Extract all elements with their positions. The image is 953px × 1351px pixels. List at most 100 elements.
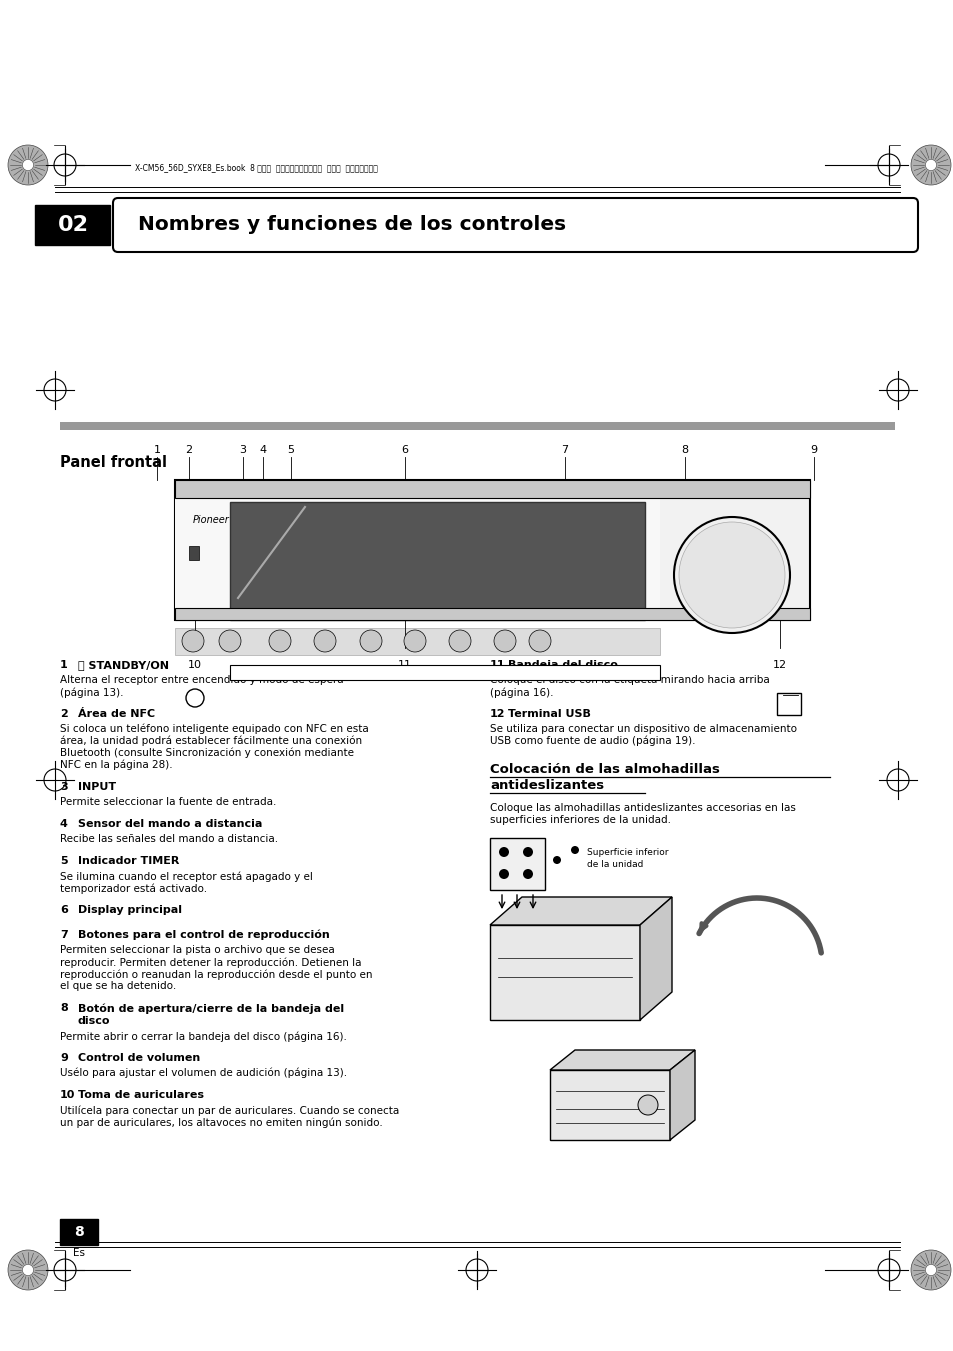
Circle shape — [910, 145, 950, 185]
Circle shape — [186, 689, 204, 707]
Text: el que se ha detenido.: el que se ha detenido. — [60, 981, 176, 992]
Circle shape — [553, 857, 560, 865]
Circle shape — [314, 630, 335, 653]
Bar — [230, 503, 644, 620]
Text: 1: 1 — [153, 444, 160, 455]
Circle shape — [494, 630, 516, 653]
Bar — [174, 480, 809, 620]
Text: 9: 9 — [810, 444, 817, 455]
Circle shape — [449, 630, 471, 653]
Polygon shape — [669, 1050, 695, 1140]
Text: Sensor del mando a distancia: Sensor del mando a distancia — [78, 819, 262, 830]
Circle shape — [673, 517, 789, 634]
Text: Control de volumen: Control de volumen — [78, 1052, 200, 1063]
Text: ⓘ STANDBY/ON: ⓘ STANDBY/ON — [78, 661, 169, 670]
Text: un par de auriculares, los altavoces no emiten ningún sonido.: un par de auriculares, los altavoces no … — [60, 1117, 382, 1128]
Circle shape — [522, 847, 533, 857]
Bar — [490, 925, 639, 1020]
Text: 4: 4 — [259, 444, 266, 455]
Text: Coloque las almohadillas antideslizantes accesorias en las: Coloque las almohadillas antideslizantes… — [490, 802, 795, 813]
Text: 11: 11 — [490, 661, 505, 670]
Polygon shape — [550, 1050, 695, 1070]
Circle shape — [498, 869, 509, 880]
Text: 11: 11 — [397, 661, 412, 670]
Circle shape — [571, 846, 578, 854]
Bar — [174, 480, 809, 499]
Text: 9: 9 — [60, 1052, 68, 1063]
Circle shape — [219, 630, 241, 653]
Circle shape — [22, 159, 33, 170]
Bar — [60, 1219, 98, 1246]
Text: área, la unidad podrá establecer fácilmente una conexión: área, la unidad podrá establecer fácilme… — [60, 736, 362, 747]
FancyBboxPatch shape — [112, 199, 917, 253]
Bar — [776, 693, 801, 715]
Circle shape — [359, 630, 381, 653]
Text: 2: 2 — [60, 709, 68, 719]
Text: Es: Es — [73, 1248, 85, 1258]
Bar — [230, 665, 659, 680]
Text: 8: 8 — [60, 1002, 68, 1013]
Text: (página 13).: (página 13). — [60, 688, 123, 697]
Bar — [550, 1070, 669, 1140]
Bar — [174, 499, 659, 620]
Text: Se utiliza para conectar un dispositivo de almacenamiento: Se utiliza para conectar un dispositivo … — [490, 724, 796, 734]
Bar — [174, 628, 659, 655]
Text: 7: 7 — [60, 929, 68, 940]
Bar — [189, 546, 199, 561]
Text: Alterna el receptor entre encendido y modo de espera: Alterna el receptor entre encendido y mo… — [60, 676, 343, 685]
Text: reproducir. Permiten detener la reproducción. Detienen la: reproducir. Permiten detener la reproduc… — [60, 957, 361, 967]
Text: reproducción o reanudan la reproducción desde el punto en: reproducción o reanudan la reproducción … — [60, 969, 372, 979]
Text: Botones para el control de reproducción: Botones para el control de reproducción — [78, 929, 330, 940]
Text: 3: 3 — [239, 444, 246, 455]
Bar — [490, 838, 544, 890]
Text: 2: 2 — [185, 444, 193, 455]
Circle shape — [529, 630, 551, 653]
Text: Bluetooth (consulte Sincronización y conexión mediante: Bluetooth (consulte Sincronización y con… — [60, 748, 354, 758]
Text: 8: 8 — [74, 1225, 84, 1239]
Text: NFC en la página 28).: NFC en la página 28). — [60, 761, 172, 770]
Circle shape — [403, 630, 426, 653]
Text: Área de NFC: Área de NFC — [78, 709, 155, 719]
Circle shape — [522, 869, 533, 880]
Text: 1: 1 — [60, 661, 68, 670]
Text: Permiten seleccionar la pista o archivo que se desea: Permiten seleccionar la pista o archivo … — [60, 944, 335, 955]
Text: 6: 6 — [60, 905, 68, 915]
Text: Toma de auriculares: Toma de auriculares — [78, 1090, 204, 1100]
Text: (página 16).: (página 16). — [490, 688, 553, 697]
Circle shape — [679, 521, 784, 628]
Text: Bandeja del disco: Bandeja del disco — [507, 661, 618, 670]
Text: 4: 4 — [60, 819, 68, 830]
Polygon shape — [490, 897, 671, 925]
Text: Colocación de las almohadillas: Colocación de las almohadillas — [490, 763, 720, 775]
Bar — [174, 608, 809, 620]
Circle shape — [924, 159, 936, 170]
Circle shape — [924, 1265, 936, 1275]
Text: Superficie inferior: Superficie inferior — [586, 848, 668, 857]
Text: INPUT: INPUT — [78, 782, 116, 792]
Text: X-CM56_56D_SYXE8_Es.book  8 ページ  ２０１６年５月２７日  金曜日  午後１時５１分: X-CM56_56D_SYXE8_Es.book 8 ページ ２０１６年５月２７… — [135, 163, 377, 173]
Circle shape — [910, 1250, 950, 1290]
Text: Terminal USB: Terminal USB — [507, 709, 590, 719]
Text: Permite abrir o cerrar la bandeja del disco (página 16).: Permite abrir o cerrar la bandeja del di… — [60, 1031, 347, 1042]
Text: Display principal: Display principal — [78, 905, 182, 915]
Text: 5: 5 — [60, 857, 68, 866]
Polygon shape — [639, 897, 671, 1020]
Circle shape — [498, 847, 509, 857]
Text: Utilícela para conectar un par de auriculares. Cuando se conecta: Utilícela para conectar un par de auricu… — [60, 1105, 399, 1116]
Text: temporizador está activado.: temporizador está activado. — [60, 884, 207, 893]
Text: 02: 02 — [57, 215, 89, 235]
Circle shape — [638, 1096, 658, 1115]
Text: Nombres y funciones de los controles: Nombres y funciones de los controles — [138, 216, 565, 235]
Bar — [60, 422, 894, 430]
Text: Se ilumina cuando el receptor está apagado y el: Se ilumina cuando el receptor está apaga… — [60, 871, 313, 881]
Text: 10: 10 — [60, 1090, 75, 1100]
Text: 6: 6 — [401, 444, 408, 455]
Circle shape — [269, 630, 291, 653]
Text: Usélo para ajustar el volumen de audición (página 13).: Usélo para ajustar el volumen de audició… — [60, 1069, 347, 1078]
Text: 12: 12 — [490, 709, 505, 719]
Text: 8: 8 — [680, 444, 688, 455]
Text: Coloque el disco con la etiqueta mirando hacia arriba: Coloque el disco con la etiqueta mirando… — [490, 676, 769, 685]
Text: Si coloca un teléfono inteligente equipado con NFC en esta: Si coloca un teléfono inteligente equipa… — [60, 724, 369, 735]
Circle shape — [8, 1250, 48, 1290]
Text: USB como fuente de audio (página 19).: USB como fuente de audio (página 19). — [490, 736, 695, 747]
